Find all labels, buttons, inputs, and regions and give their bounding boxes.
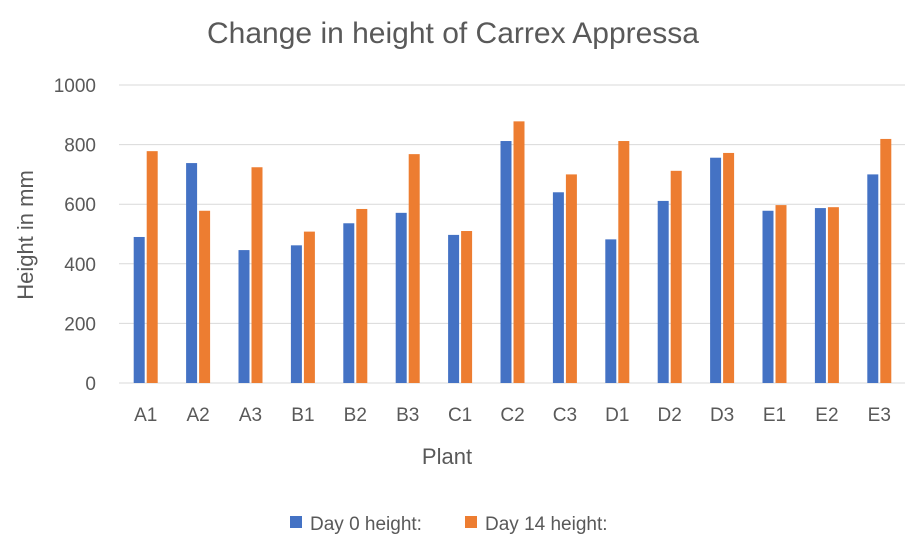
bar-A1-series-1 (133, 236, 145, 383)
bar-E1-series-2 (775, 205, 787, 383)
gridlines (119, 84, 905, 384)
bar-B3-series-1 (395, 212, 407, 383)
bar-A2-series-2 (199, 210, 211, 383)
bar-B1-series-1 (290, 245, 302, 383)
legend-swatch-series-1 (290, 516, 302, 528)
legend-swatch-series-2 (465, 516, 477, 528)
bar-D3-series-2 (723, 152, 735, 383)
x-tick-label: D1 (605, 405, 629, 426)
x-tick-label: E3 (868, 405, 891, 426)
y-tick-label: 400 (64, 255, 96, 276)
bar-A3-series-1 (238, 250, 250, 383)
legend: Day 0 height: Day 14 height: (290, 514, 608, 535)
chart-title: Change in height of Carrex Appressa (207, 17, 699, 50)
y-axis-title: Height in mm (13, 170, 38, 300)
legend-label-series-2: Day 14 height: (485, 514, 608, 535)
bar-B1-series-2 (303, 231, 315, 383)
legend-label-series-1: Day 0 height: (310, 514, 422, 535)
x-axis-ticks: A1 A2 A3 B1 B2 B3 C1 C2 C3 D1 D2 D3 E1 E2 E3 (134, 405, 891, 426)
bar-D2-series-1 (657, 200, 669, 383)
bar-D3-series-1 (710, 157, 722, 383)
bar-C1-series-2 (461, 231, 473, 383)
x-tick-label: B3 (396, 405, 419, 426)
x-axis-title: Plant (422, 444, 472, 469)
x-tick-label: B1 (291, 405, 314, 426)
x-tick-label: C1 (448, 405, 472, 426)
y-tick-label: 200 (64, 314, 96, 335)
bar-D1-series-2 (618, 141, 630, 383)
y-tick-label: 0 (85, 374, 96, 395)
bar-A2-series-1 (186, 163, 198, 383)
bar-E2-series-2 (827, 207, 839, 383)
bar-E1-series-1 (762, 210, 774, 383)
bar-C2-series-1 (500, 141, 512, 383)
bar-E3-series-1 (867, 174, 879, 383)
bar-A3-series-2 (251, 167, 263, 383)
bar-C3-series-1 (552, 192, 564, 383)
y-tick-label: 1000 (54, 76, 96, 97)
bar-E3-series-2 (880, 138, 892, 383)
bar-C1-series-1 (448, 234, 460, 383)
x-tick-label: A1 (134, 405, 157, 426)
y-tick-label: 600 (64, 195, 96, 216)
x-tick-label: C3 (553, 405, 577, 426)
x-tick-label: E1 (763, 405, 786, 426)
bars (133, 121, 892, 383)
x-tick-label: D2 (658, 405, 682, 426)
bar-D1-series-1 (605, 239, 617, 383)
x-tick-label: A2 (186, 405, 209, 426)
bar-B3-series-2 (408, 154, 420, 383)
bar-B2-series-2 (356, 208, 368, 383)
bar-A1-series-2 (146, 151, 158, 383)
y-axis-ticks: 0 200 400 600 800 1000 (54, 76, 96, 395)
y-tick-label: 800 (64, 136, 96, 157)
bar-B2-series-1 (343, 223, 355, 383)
x-tick-label: B2 (344, 405, 367, 426)
bar-C3-series-2 (565, 174, 577, 383)
bar-C2-series-2 (513, 121, 525, 383)
bar-D2-series-2 (670, 170, 682, 383)
bar-E2-series-1 (814, 208, 826, 383)
x-tick-label: E2 (815, 405, 838, 426)
x-tick-label: C2 (500, 405, 524, 426)
x-tick-label: D3 (710, 405, 734, 426)
x-tick-label: A3 (239, 405, 262, 426)
